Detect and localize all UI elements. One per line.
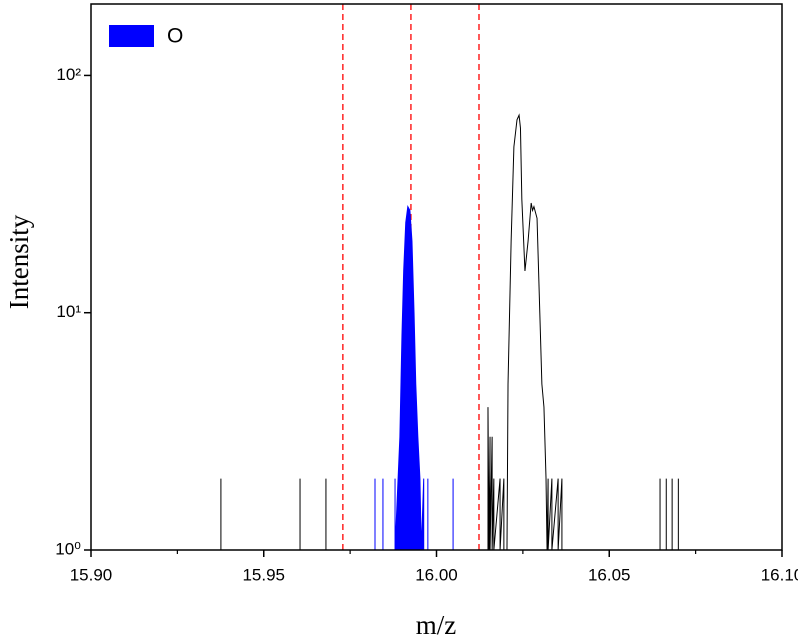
- legend-swatch: [109, 25, 154, 47]
- x-axis-title: m/z: [416, 610, 457, 640]
- series-area: [374, 205, 454, 551]
- y-tick-label: 10¹: [56, 302, 81, 321]
- x-tick-label: 16.05: [588, 565, 631, 584]
- plot-frame: [90, 3, 783, 551]
- y-tick-label: 10⁰: [55, 539, 81, 558]
- x-tick-label: 15.95: [242, 565, 285, 584]
- legend-label: O: [167, 25, 183, 48]
- x-tick-label: 16.10: [761, 565, 798, 584]
- x-tick-label: 15.90: [70, 565, 113, 584]
- series-line: [91, 113, 782, 551]
- y-axis-title: Intensity: [4, 214, 34, 309]
- y-tick-label: 10²: [56, 65, 81, 84]
- x-tick-label: 16.00: [415, 565, 458, 584]
